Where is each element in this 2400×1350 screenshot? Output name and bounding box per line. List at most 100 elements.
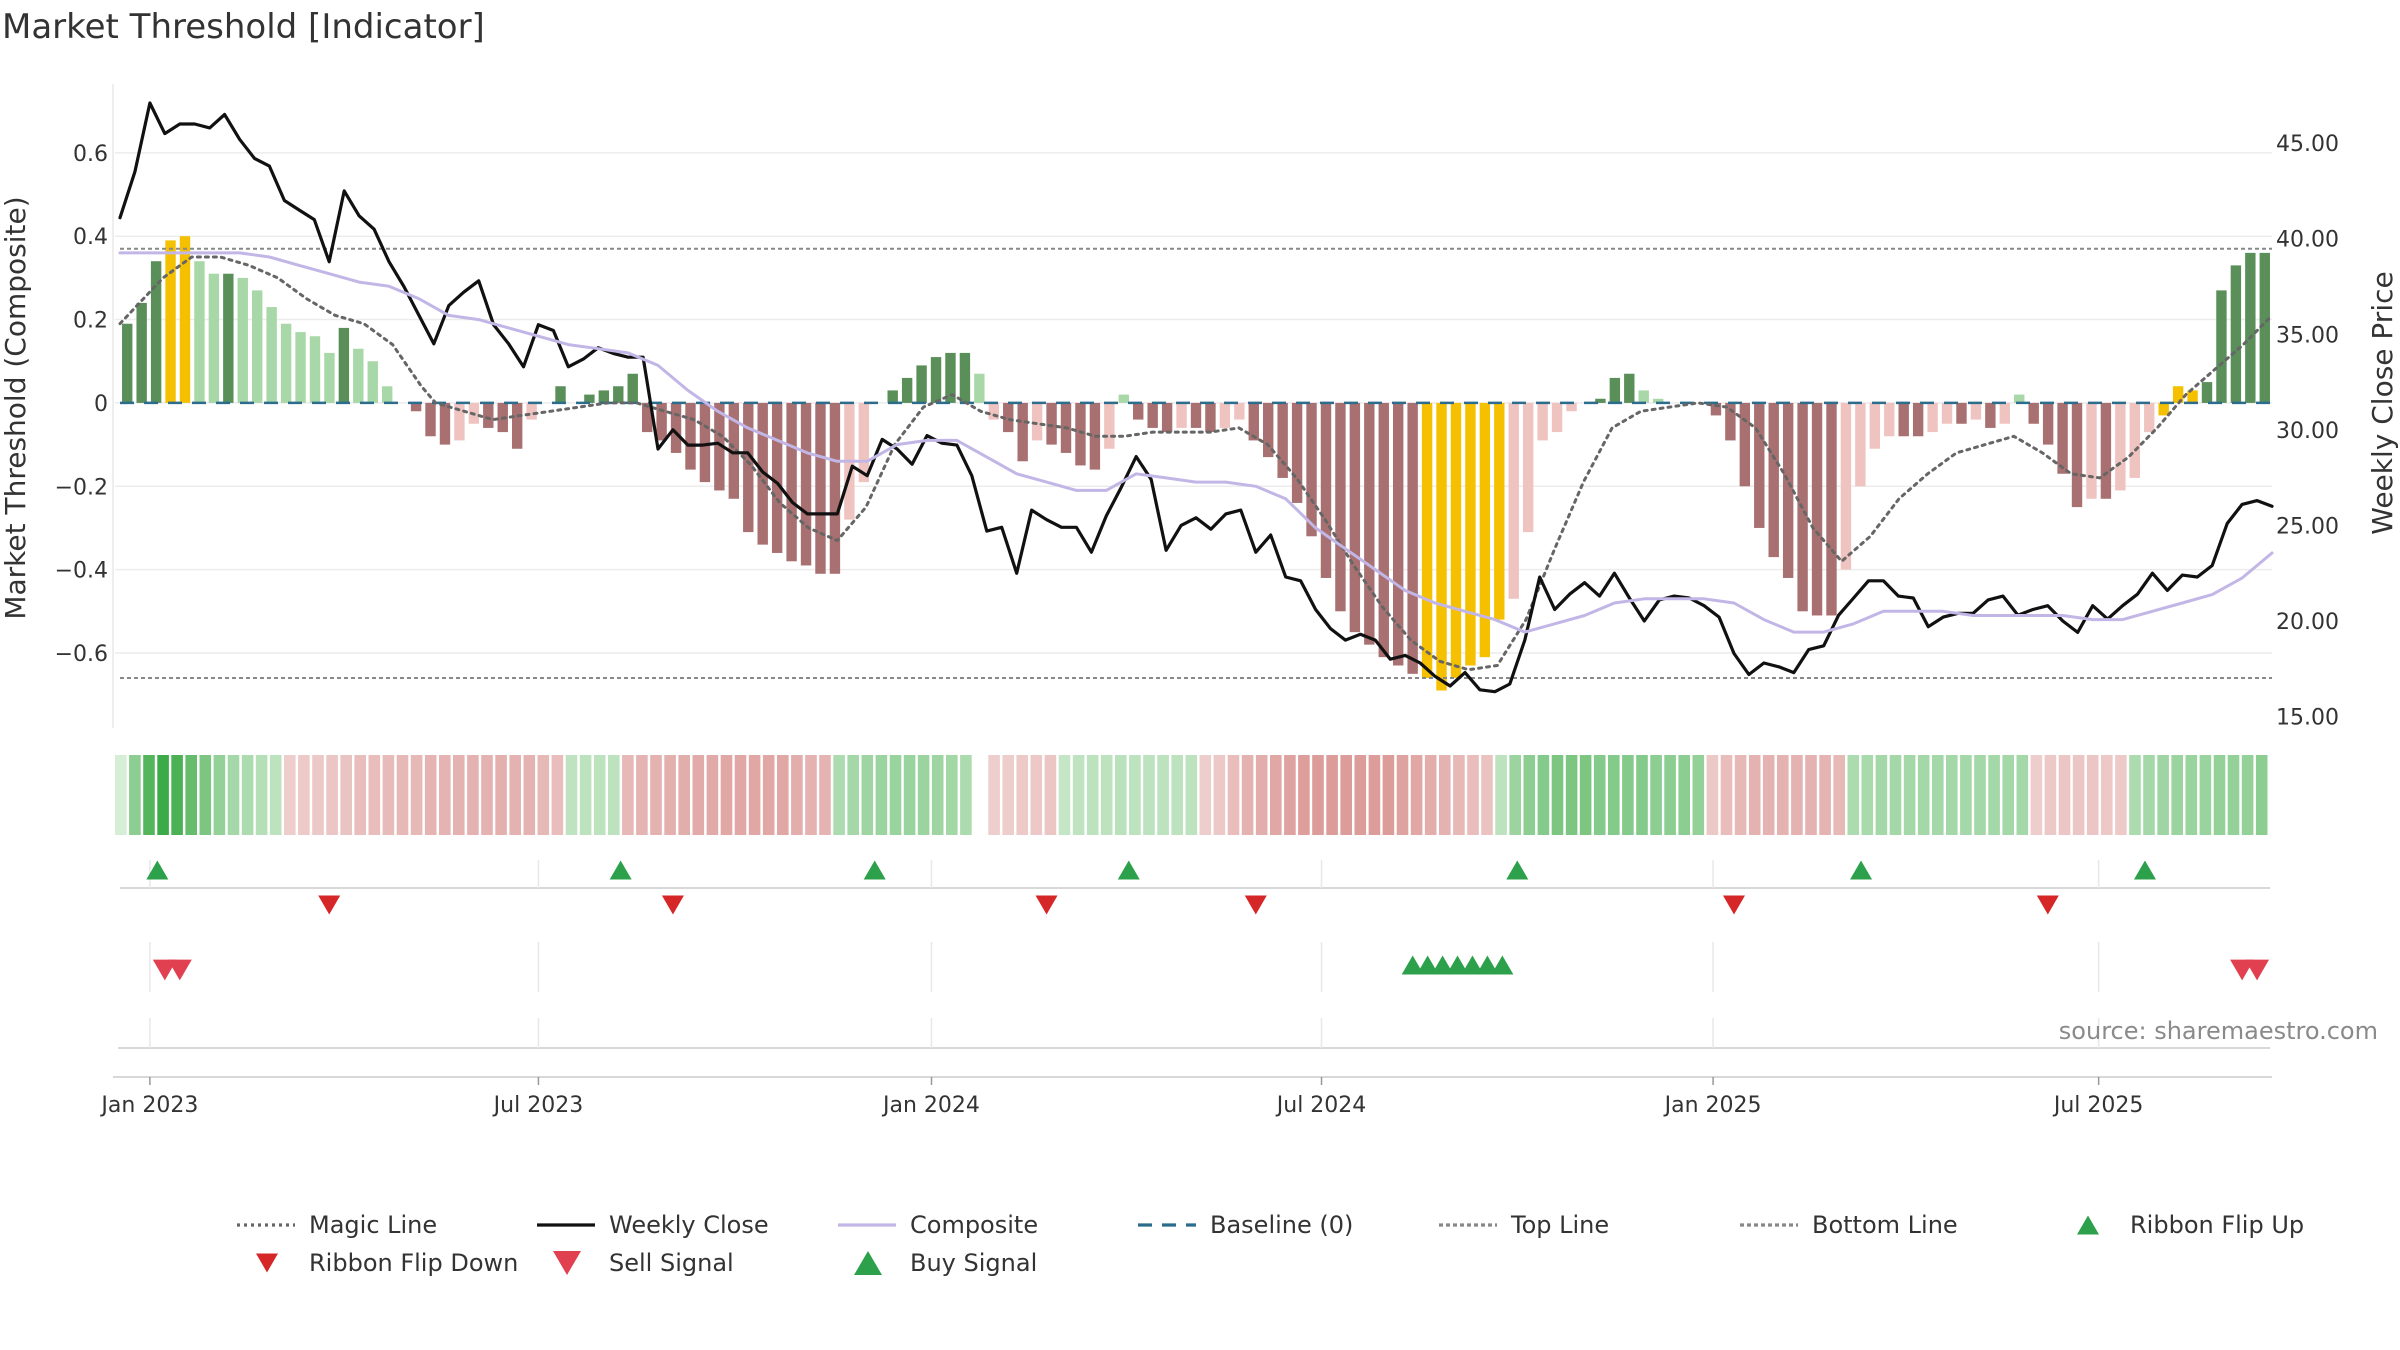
composite-bar (1710, 402, 1722, 416)
composite-bar (295, 332, 306, 403)
ribbon-segment (1481, 755, 1493, 835)
ribbon-segment (439, 755, 451, 835)
composite-bar (1176, 402, 1187, 428)
composite-bar (945, 352, 956, 403)
ribbon-segment (326, 755, 338, 835)
x-axis: Jan 2023 Jul 2023 Jan 2024 Jul 2024 Jan 2025… (99, 1076, 2272, 1118)
sell-signal-marker (2036, 895, 2059, 915)
ribbon-segment (1143, 755, 1155, 835)
ribbon-segment (1157, 755, 1169, 835)
composite-bar (526, 402, 537, 420)
composite-bar (165, 240, 176, 403)
ribbon-segment (1579, 755, 1592, 835)
signal-vertical-grid (149, 860, 2100, 1048)
composite-bar (1754, 402, 1765, 528)
composite-bar (136, 302, 147, 403)
composite-bar (1595, 398, 1606, 403)
composite-bar (1075, 402, 1086, 466)
composite-bar (1884, 402, 1895, 437)
signal-rows (118, 887, 2270, 1049)
buy-signal-marker (1117, 860, 1140, 880)
ribbon-segment (1932, 755, 1944, 835)
buy-signal-marker (146, 860, 169, 880)
composite-bar (555, 386, 566, 403)
x-tick-label: Jan 2024 (881, 1093, 980, 1118)
ribbon-segment (340, 755, 352, 835)
ribbon-segment (298, 755, 310, 835)
y-tick-label-right: 35.00 (2276, 323, 2339, 348)
composite-bar (1970, 402, 1982, 420)
composite-bar (252, 290, 263, 403)
left-axis: 0.6 0.4 0.2 0 −0.2 −0.4 −0.6 (55, 84, 114, 728)
ribbon-segment (1340, 755, 1352, 835)
composite-bar (1826, 402, 1837, 616)
ribbon-segment (1917, 755, 1930, 835)
composite-bar (2042, 402, 2054, 445)
y-tick-label-left: 0.6 (73, 142, 108, 167)
ribbon-segment (1100, 755, 1113, 835)
ribbon-segment (1622, 755, 1634, 835)
ribbon-segment (1129, 755, 1141, 835)
ribbon-segment (509, 755, 521, 835)
composite-bar (1263, 402, 1274, 458)
legend-item: Top Line (1439, 1211, 1609, 1239)
composite-bar (2086, 402, 2097, 499)
ribbon-segment (1368, 755, 1381, 835)
composite-bar (1522, 402, 1534, 533)
ribbon-segment (1565, 755, 1578, 835)
composite-bar (2071, 402, 2083, 508)
ribbon-segment (1016, 755, 1028, 835)
ribbon-segment (537, 755, 550, 835)
ribbon-segment (833, 755, 845, 835)
ribbon-segment (1903, 755, 1916, 835)
ribbon-segment (1058, 755, 1071, 835)
composite-bar (1118, 394, 1129, 403)
composite-bar (1133, 402, 1144, 420)
composite-bar (1739, 402, 1751, 487)
composite-bar (150, 261, 162, 403)
ribbon-segment (2129, 755, 2141, 835)
composite-bar (1219, 402, 1231, 428)
composite-bar (2014, 394, 2025, 403)
ribbon-segment (650, 755, 662, 835)
buy-signal-marker (1850, 860, 1873, 880)
ribbon-segment (579, 755, 592, 835)
ribbon-segment (1720, 755, 1733, 835)
buy-signal-marker (863, 860, 886, 880)
composite-bar (2245, 252, 2256, 403)
ribbon-segment (819, 755, 831, 835)
composite-bar (743, 402, 754, 533)
series-lines (118, 101, 2274, 694)
buy-signal-marker (609, 860, 632, 880)
sell-signal-marker (318, 895, 341, 915)
composite-bar (439, 402, 451, 445)
ribbon-segment (946, 755, 958, 835)
composite-bar (266, 307, 277, 403)
composite-bar (280, 323, 292, 403)
ribbon-segment (678, 755, 690, 835)
composite-bar (353, 348, 364, 403)
ribbon-segment (875, 755, 888, 835)
y-tick-label-right: 40.00 (2276, 228, 2339, 253)
ribbon-segment (1777, 755, 1789, 835)
composite-bar (1407, 402, 1418, 674)
composite-bar (2187, 390, 2198, 403)
legend-item: Baseline (0) (1138, 1211, 1353, 1239)
ribbon-segment (861, 755, 874, 835)
ribbon-segment (171, 755, 183, 835)
legend-label: Composite (910, 1211, 1038, 1239)
ribbon-segment (2058, 755, 2071, 835)
ribbon-segment (734, 755, 747, 835)
composite-bar (1551, 402, 1563, 433)
composite-bar (367, 361, 378, 403)
ribbon-segment (1551, 755, 1564, 835)
ribbon-segment (608, 755, 620, 835)
ribbon-segment (1354, 755, 1367, 835)
ribbon-segment (2016, 755, 2029, 835)
composite-bar (1840, 402, 1852, 570)
composite-bar (1277, 402, 1288, 478)
ribbon-segment (1255, 755, 1268, 835)
y-tick-label-right: 25.00 (2276, 514, 2339, 539)
composite-bar (613, 386, 624, 403)
y-axis-label-right: Weekly Close Price (2366, 271, 2399, 534)
